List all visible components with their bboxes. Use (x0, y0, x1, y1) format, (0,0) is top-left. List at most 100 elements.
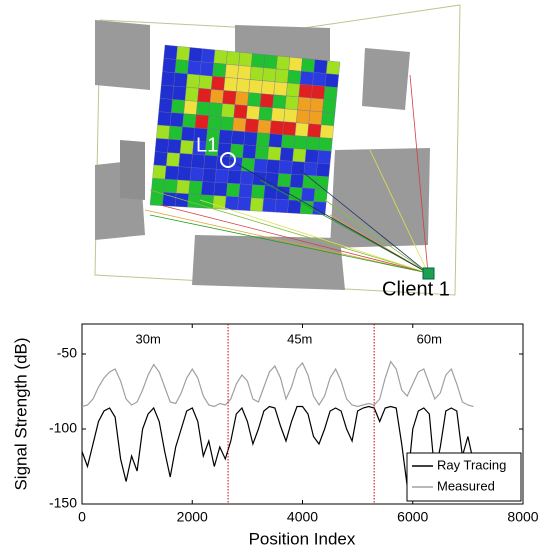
heat-cell (213, 182, 228, 197)
heat-cell (296, 109, 311, 124)
heat-cell (322, 98, 337, 114)
heat-cell (292, 148, 307, 163)
heat-cell (293, 135, 308, 150)
heat-cell (294, 122, 309, 137)
ray (409, 74, 429, 274)
heat-cell (236, 78, 251, 93)
heat-cell (244, 118, 259, 133)
heat-cell (279, 147, 294, 162)
heat-cell (188, 180, 203, 195)
ray (299, 169, 429, 274)
ray (159, 204, 429, 274)
heat-cell (218, 129, 233, 145)
heat-cell (199, 194, 214, 209)
heat-cell (177, 166, 192, 181)
heat-cell (286, 82, 301, 98)
x-tick-label: 4000 (287, 509, 318, 525)
x-tick-label: 6000 (397, 509, 428, 525)
ray (149, 189, 429, 274)
heat-cell (247, 92, 262, 107)
heat-cell (179, 140, 194, 155)
heat-cell (288, 186, 303, 201)
legend-box (406, 452, 522, 502)
heat-cell (231, 130, 246, 145)
heat-cell (201, 181, 216, 196)
heat-cell (194, 114, 209, 130)
heat-cell (301, 187, 316, 202)
heat-cell (164, 165, 179, 181)
ray (259, 179, 429, 274)
heat-cell (212, 195, 227, 210)
heat-cell (174, 193, 189, 208)
heat-cell (211, 76, 226, 91)
heat-cell (248, 79, 263, 94)
heat-cell (309, 97, 324, 113)
heat-cell (267, 146, 282, 161)
heat-cell (239, 170, 254, 185)
heat-cell (308, 110, 323, 125)
heat-cell (166, 152, 181, 167)
heat-cell (222, 90, 237, 105)
heat-cell (187, 193, 202, 209)
heat-cell (163, 178, 178, 194)
heat-cell (184, 87, 199, 102)
annotation: 30m (136, 331, 161, 346)
heat-cell (223, 77, 238, 92)
heat-cell (287, 69, 302, 85)
rays (144, 74, 429, 274)
heat-cell (288, 56, 303, 72)
annotation: 45m (287, 331, 312, 346)
scene-3d: L1 Client 1 (94, 4, 461, 300)
annotation: 60m (417, 331, 442, 346)
heat-cell (284, 95, 299, 111)
heat-cell (268, 133, 283, 148)
y-axis-label: Signal Strength (dB) (11, 337, 30, 490)
heat-cell (159, 84, 174, 100)
ray (144, 209, 429, 274)
heat-cell (176, 179, 191, 195)
heat-cell (254, 145, 269, 160)
heat-cell (238, 52, 253, 67)
heat-cell (191, 154, 206, 169)
legend-label: Measured (437, 478, 495, 493)
heat-cell (313, 59, 328, 74)
heat-cell (324, 73, 339, 88)
heat-cell (241, 157, 256, 172)
heat-cell (226, 182, 241, 198)
heat-cell (242, 144, 257, 159)
client-marker (422, 267, 435, 280)
heat-cell (167, 139, 182, 154)
heat-cell (232, 117, 247, 132)
ray (149, 214, 429, 274)
heat-cell (186, 73, 201, 89)
heat-cell (212, 62, 227, 78)
heatmap (149, 44, 341, 216)
heat-cell (224, 196, 239, 211)
heat-cell (282, 121, 297, 136)
x-axis-label: Position Index (249, 529, 356, 548)
heat-cell (312, 201, 327, 216)
heat-cell (323, 86, 338, 101)
heat-cell (226, 50, 241, 66)
heat-cell (306, 136, 321, 151)
heat-cell (168, 125, 183, 141)
building (330, 148, 430, 248)
heat-cell (274, 199, 289, 214)
heat-cell (283, 108, 298, 123)
heat-cell (297, 96, 312, 112)
y-tick-label: -100 (49, 420, 77, 436)
heat-cell (229, 143, 244, 158)
heat-cell (157, 111, 172, 127)
heat-cell (163, 44, 178, 60)
legend-label: Ray Tracing (437, 457, 506, 472)
heat-cell (176, 46, 191, 61)
heat-cell (304, 149, 319, 164)
transmitter-label: L1 (196, 134, 218, 156)
heat-cell (251, 53, 266, 68)
heat-cell (196, 101, 211, 116)
heat-cell (219, 116, 234, 131)
heat-cell (207, 115, 222, 130)
heat-cell (198, 74, 213, 90)
ray (324, 199, 429, 274)
